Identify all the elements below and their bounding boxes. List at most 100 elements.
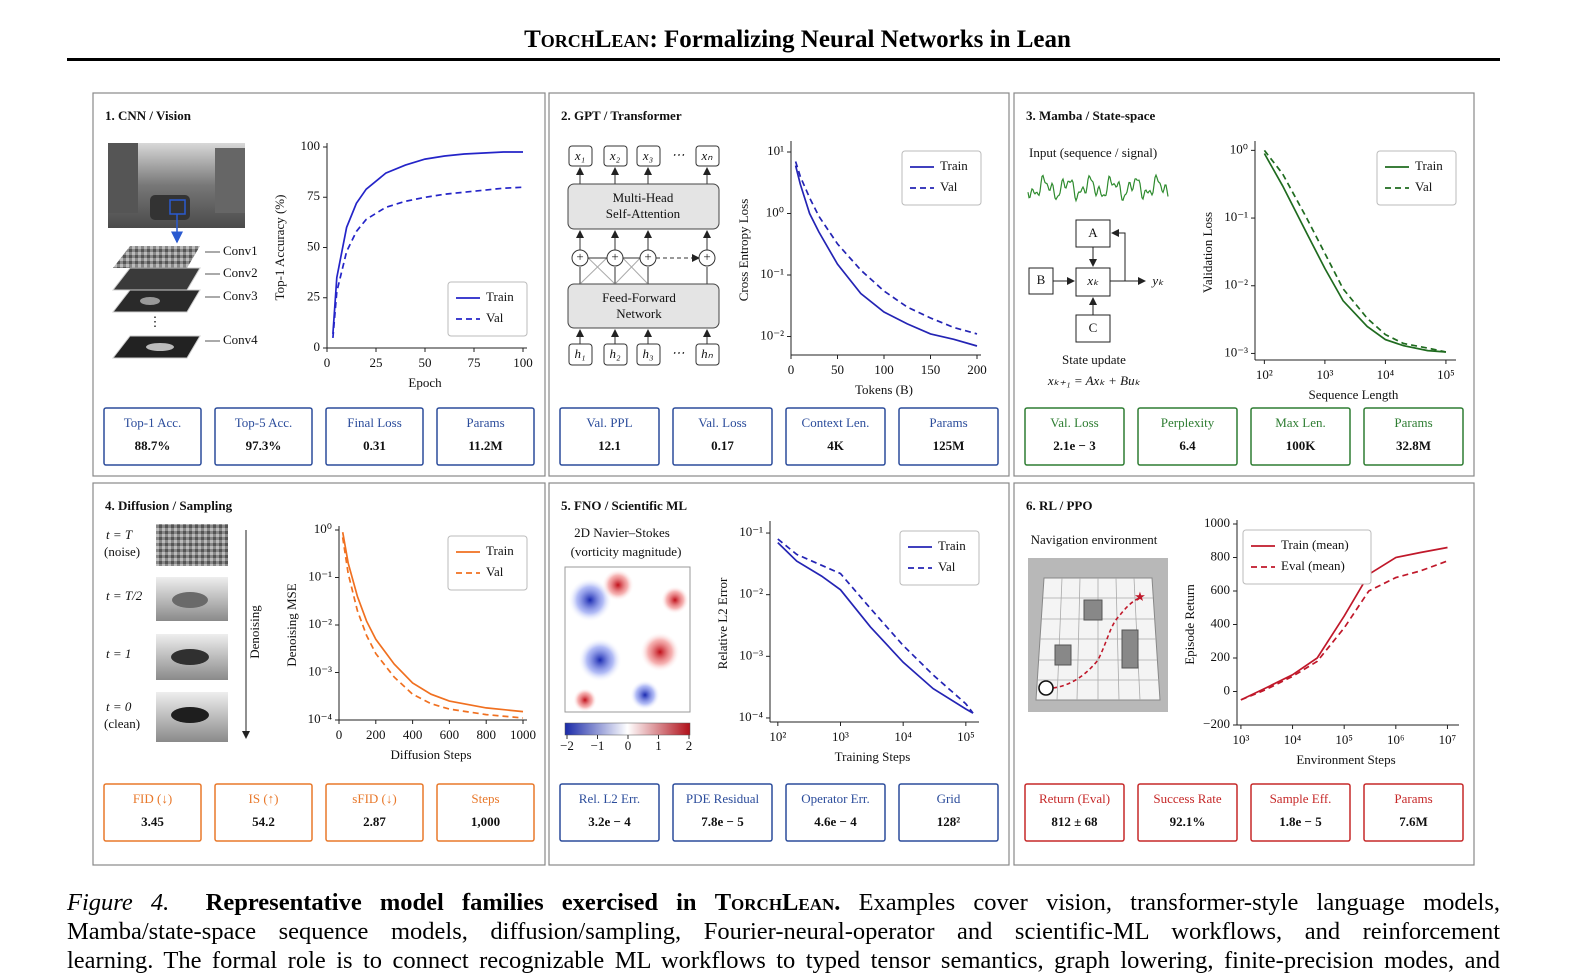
token-box [695, 145, 720, 167]
legend-label: Train (mean) [1281, 537, 1349, 552]
series-line [341, 532, 524, 713]
y-tick-label: 10⁻¹ [739, 524, 763, 539]
token-box [636, 145, 661, 167]
metric-value: 1.8e − 5 [1279, 814, 1322, 829]
panel-frame [1013, 92, 1475, 477]
colorbar-tick-label: 2 [686, 738, 693, 753]
vortex [602, 569, 634, 601]
token-box [603, 145, 628, 167]
layer-label: Conv3 [223, 288, 258, 303]
step-note: (noise) [104, 544, 140, 559]
layer-label: Conv2 [223, 265, 258, 280]
caption-bold: Representative model families exercised … [206, 889, 841, 916]
heading: 2D Navier–Stokes [574, 525, 670, 540]
metric-box [1363, 783, 1464, 842]
colorbar-tick-label: −2 [560, 738, 574, 753]
goal: ★ [1134, 589, 1146, 604]
colorbar [564, 722, 691, 736]
plus-signs: + + + + [576, 249, 710, 264]
metric-box [898, 407, 999, 466]
y-tick-label: 10⁻³ [1224, 344, 1248, 359]
step-label: t = T/2 [106, 588, 143, 603]
metric-box [672, 407, 773, 466]
x-axis-label: Tokens (B) [855, 382, 913, 397]
output-box [568, 343, 593, 366]
metric-value: 12.1 [598, 438, 621, 453]
vortex [568, 578, 612, 622]
panel-title: 1. CNN / Vision [105, 108, 192, 123]
heading: (vorticity magnitude) [571, 544, 682, 559]
metric-box [1363, 407, 1464, 466]
metric-box [559, 783, 660, 842]
node-label: xₖ [1086, 273, 1099, 288]
x-axis-label: Diffusion Steps [390, 747, 471, 762]
y-tick-label: 10⁻¹ [760, 266, 784, 281]
colorbar-tick-label: −1 [591, 738, 605, 753]
metric-label: Return (Eval) [1039, 791, 1110, 806]
y-tick-label: 10⁻³ [308, 663, 332, 678]
metric-label: Params [929, 415, 967, 430]
x-tick-label: 10⁵ [957, 729, 975, 744]
vortex [578, 638, 622, 682]
signal [1027, 173, 1169, 203]
output-label: ⋯ [672, 345, 685, 360]
metric-label: Params [1394, 791, 1432, 806]
panel-frame [548, 92, 1010, 477]
metric-value: 92.1% [1170, 814, 1206, 829]
panel-frame [548, 482, 1010, 866]
metric-box [559, 407, 660, 466]
sample-image [156, 524, 228, 566]
y-tick-label: 25 [307, 289, 320, 304]
y-tick-label: 10⁻³ [739, 647, 763, 662]
vortex [640, 632, 680, 672]
x-tick-label: 25 [370, 355, 383, 370]
x-tick-label: 10³ [1316, 367, 1333, 382]
horse [171, 649, 209, 665]
svg-text:+: + [703, 249, 710, 264]
x-tick-label: 10⁴ [1377, 367, 1395, 382]
token-label: x₃ [642, 148, 653, 163]
y-tick-label: 400 [1211, 615, 1231, 630]
x-axis-label: Environment Steps [1296, 752, 1395, 767]
y-tick-label: 10⁰ [314, 521, 332, 536]
metric-label: Params [1394, 415, 1432, 430]
y-tick-label: 0 [314, 339, 321, 354]
legend-label: Eval (mean) [1281, 558, 1345, 573]
x-tick-label: 10⁵ [1437, 367, 1455, 382]
output-label: h₁ [574, 346, 585, 361]
vortex [661, 586, 689, 614]
obstacles [1054, 599, 1139, 669]
caption: Figure 4. Representative model families … [67, 888, 1500, 975]
activation [140, 297, 160, 305]
y-tick-label: 10⁻² [308, 616, 332, 631]
trajectory [1052, 597, 1141, 689]
metric-value: 11.2M [468, 438, 502, 453]
header-rule [67, 58, 1500, 61]
activation [146, 343, 174, 351]
metric-label: FID (↓) [133, 791, 172, 806]
legend-box [901, 150, 982, 206]
x-tick-label: 100 [874, 362, 894, 377]
node-label: B [1037, 272, 1046, 287]
caption-name: TorchLean [714, 889, 835, 916]
x-tick-label: 10³ [1232, 732, 1249, 747]
y-axis-label: Validation Loss [1200, 212, 1215, 293]
y-tick-label: 10⁻² [760, 327, 784, 342]
colorbar-tick-label: 0 [625, 738, 632, 753]
panel-title: 2. GPT / Transformer [561, 108, 682, 123]
series-line [777, 541, 974, 714]
metric-box [436, 407, 535, 466]
y-tick-label: −200 [1203, 716, 1230, 731]
metric-box [325, 407, 424, 466]
legend-label: Val [1415, 179, 1433, 194]
legend-label: Train [486, 543, 514, 558]
y-tick-label: 200 [1211, 649, 1231, 664]
metric-value: 128² [937, 814, 961, 829]
output-box [636, 343, 661, 366]
metric-value: 2.87 [363, 814, 386, 829]
x-tick-label: 0 [788, 362, 795, 377]
feedforward-block [567, 283, 720, 329]
metric-box [785, 783, 886, 842]
metric-box [1137, 407, 1238, 466]
metric-label: Perplexity [1161, 415, 1215, 430]
